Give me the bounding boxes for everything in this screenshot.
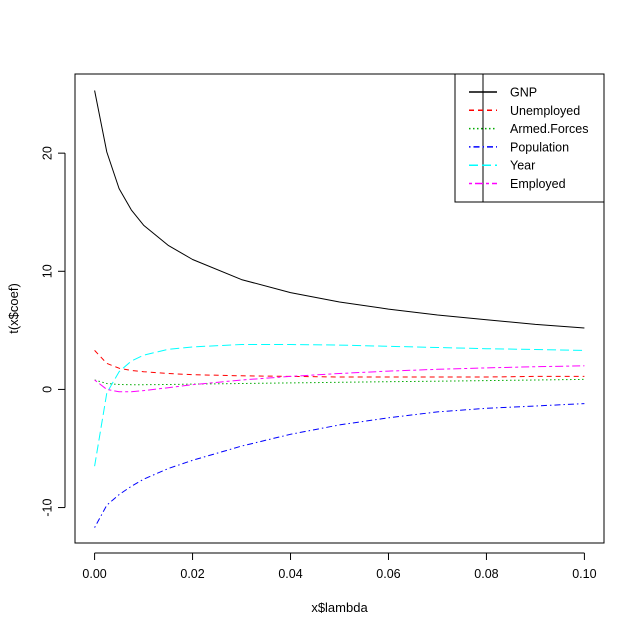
y-axis-label: t(x$coef) (6, 283, 21, 334)
series-line-year (94, 344, 585, 467)
series-line-armed-forces (94, 378, 585, 386)
legend-box (454, 73, 605, 203)
x-tick-label: 0.10 (572, 567, 596, 581)
x-tick-label: 0.02 (180, 567, 204, 581)
legend-label: Employed (510, 177, 566, 191)
x-axis-label: x$lambda (311, 600, 368, 615)
plot-frame (74, 73, 605, 544)
legend-label: Population (510, 140, 569, 154)
legend: GNP Unemployed Armed.Forces Population Year E… (454, 73, 605, 203)
y-tick-label: 0 (40, 386, 54, 393)
legend-label: Armed.Forces (510, 122, 589, 136)
series-layer (94, 90, 585, 528)
legend-label: Unemployed (510, 104, 580, 118)
x-tick-label: 0.00 (82, 567, 106, 581)
x-tick-label: 0.06 (376, 567, 400, 581)
y-tick-label: 10 (40, 264, 54, 278)
series-line-employed (94, 365, 585, 393)
x-tick-label: 0.04 (278, 567, 302, 581)
legend-label: Year (510, 159, 535, 173)
y-axis: -10 0 10 20 (40, 146, 66, 517)
x-tick-label: 0.08 (474, 567, 498, 581)
legend-label: GNP (510, 86, 537, 100)
x-axis: 0.00 0.02 0.04 0.06 0.08 0.10 (82, 552, 597, 581)
series-line-gnp (94, 90, 585, 329)
y-tick-label: 20 (40, 146, 54, 160)
series-line-unemployed (94, 350, 585, 378)
y-tick-label: -10 (40, 498, 54, 516)
series-line-population (94, 403, 585, 528)
